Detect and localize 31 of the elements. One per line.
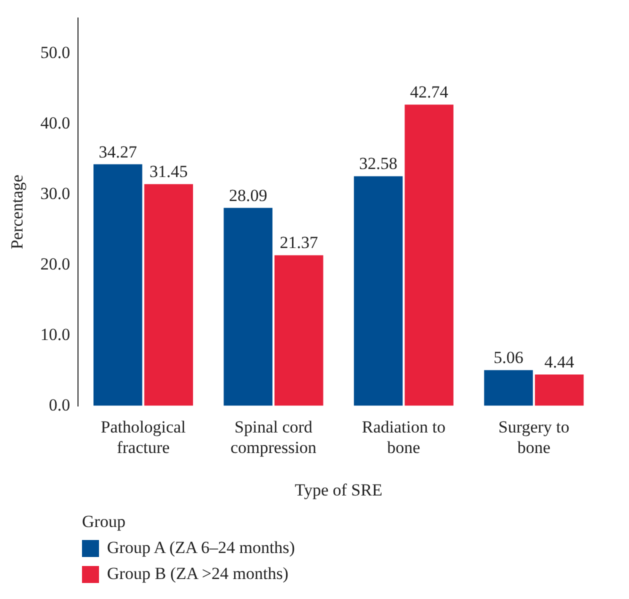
bar [224,208,272,406]
bar [534,374,584,406]
x-tick-label: Surgery to bone [498,417,570,457]
y-tick-label: 30.0 [40,184,70,203]
bar [484,370,533,406]
data-label: 28.09 [228,186,268,205]
bar [274,255,324,406]
y-tick-label: 20.0 [40,254,70,274]
data-label: 31.45 [150,162,188,182]
data-label: 21.37 [280,233,318,252]
data-label: 32.58 [359,154,398,174]
x-tick-label: Pathological fracture [100,417,186,457]
data-label: 42.74 [410,82,449,102]
legend-label: Group A (ZA 6–24 months) [107,538,295,558]
x-tick-label: Radiation to bone [362,417,446,457]
bar [144,184,194,406]
bar [354,176,403,406]
bar [93,164,142,406]
x-tick-label: Spinal cord compression [230,417,317,457]
legend-title: Group [82,512,126,532]
y-tick-label: 0.0 [48,395,70,414]
y-tick-label: 50.0 [40,42,70,62]
y-tick-label: 40.0 [40,113,70,132]
data-label: 5.06 [494,348,524,368]
y-axis-title: Percentage [8,174,27,250]
y-tick-label: 10.0 [40,324,70,344]
legend-label: Group B (ZA >24 months) [107,564,288,584]
data-label: 34.27 [98,142,138,162]
data-label: 4.44 [544,352,575,372]
x-axis-title: Type of SRE [294,480,382,500]
bar [404,104,454,406]
